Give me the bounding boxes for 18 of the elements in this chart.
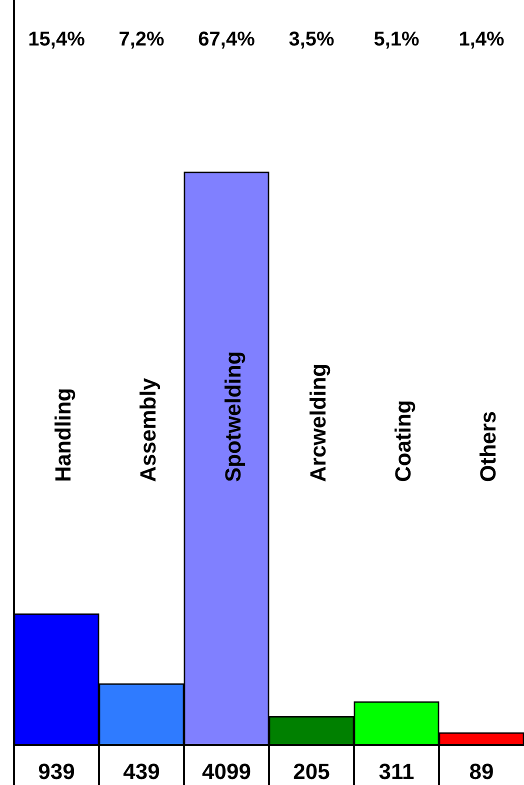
data-label: 311 bbox=[378, 759, 414, 784]
text: 3,5% bbox=[288, 28, 335, 51]
x-tick-label: Others bbox=[476, 411, 501, 482]
x-tick-label: Spotwelding bbox=[220, 351, 246, 482]
data-label: 939 bbox=[38, 759, 75, 784]
text: 15,4% bbox=[28, 28, 86, 51]
x-tick-label: Coating bbox=[390, 400, 416, 482]
data-label: 4099 bbox=[202, 759, 251, 784]
data-label: 205 bbox=[293, 759, 330, 784]
data-label: 89 bbox=[469, 759, 494, 784]
text: 1,4% bbox=[458, 28, 505, 51]
data-label: 439 bbox=[123, 759, 160, 784]
text: 5,1% bbox=[374, 28, 420, 51]
x-tick-label: Assembly bbox=[136, 377, 161, 482]
x-tick-label: Arcwelding bbox=[306, 363, 331, 482]
text: 67,4% bbox=[198, 28, 256, 51]
x-tick-label: Handling bbox=[50, 388, 76, 482]
text: 7,2% bbox=[118, 28, 165, 51]
